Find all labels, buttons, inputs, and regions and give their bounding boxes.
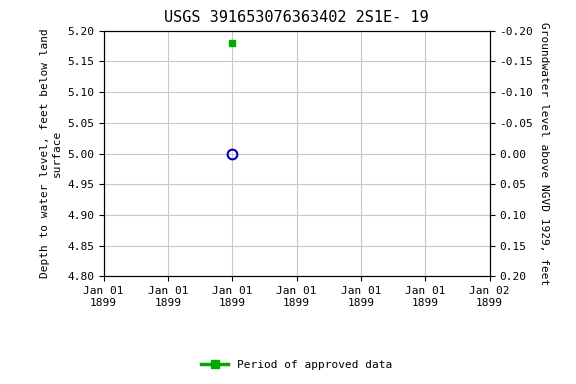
- Legend: Period of approved data: Period of approved data: [196, 355, 397, 374]
- Y-axis label: Groundwater level above NGVD 1929, feet: Groundwater level above NGVD 1929, feet: [539, 22, 548, 285]
- Title: USGS 391653076363402 2S1E- 19: USGS 391653076363402 2S1E- 19: [164, 10, 429, 25]
- Y-axis label: Depth to water level, feet below land
surface: Depth to water level, feet below land su…: [40, 29, 62, 278]
